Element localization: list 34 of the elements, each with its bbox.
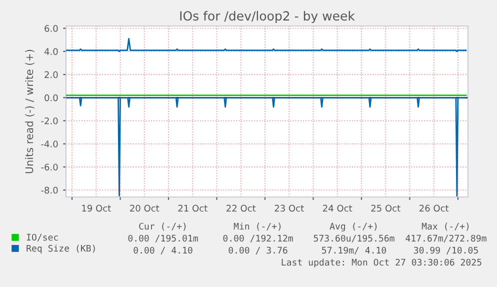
text: 417.67m/272.89m [406, 234, 486, 242]
y-tick-label: -6.0 [41, 164, 58, 171]
text: 0.00 / 3.76 [228, 246, 288, 254]
y-axis-title: Units read (-) / write (+) [25, 50, 34, 174]
text: 0.00 /195.01m [128, 234, 198, 242]
y-tick-label: -2.0 [41, 117, 58, 124]
y-tick-label: -4.0 [41, 140, 58, 148]
text: Cur (-/+) [139, 222, 186, 231]
y-tick-label: 2.0 [44, 71, 58, 78]
x-tick-label: 22 Oct [226, 204, 256, 212]
chart-title: IOs for /dev/loop2 - by week [180, 10, 355, 24]
legend-label: IO/sec [26, 234, 58, 242]
x-tick-label: 24 Oct [323, 204, 352, 212]
x-tick-label: 25 Oct [371, 204, 400, 212]
text: Min (-/+) [234, 222, 281, 231]
text: 30.99 /10.05 [414, 246, 478, 254]
x-tick-label: 23 Oct [274, 204, 304, 212]
text: 0.00 / 4.10 [134, 246, 192, 254]
x-tick-label: 21 Oct [178, 204, 208, 212]
y-tick-label: 4.0 [44, 48, 58, 55]
text: Max (-/+) [422, 222, 469, 231]
y-tick-label: 6.0 [44, 25, 58, 32]
text: 573.60u/195.56m [314, 234, 394, 242]
text: 0.00 /192.12m [223, 234, 293, 242]
legend-label: Req Size (KB) [26, 244, 95, 254]
y-tick-label: -8.0 [41, 186, 58, 194]
text: 57.19m/ 4.10 [322, 246, 386, 254]
y-tick-label: 0.0 [44, 94, 58, 102]
x-tick-label: 26 Oct [420, 204, 449, 212]
x-tick-label: 20 Oct [130, 204, 160, 212]
text: Last update: Mon Oct 27 03:30:06 2025 [282, 258, 482, 268]
text: Avg (-/+) [330, 222, 377, 232]
x-tick-label: 19 Oct [82, 204, 111, 212]
line-series [66, 38, 467, 52]
